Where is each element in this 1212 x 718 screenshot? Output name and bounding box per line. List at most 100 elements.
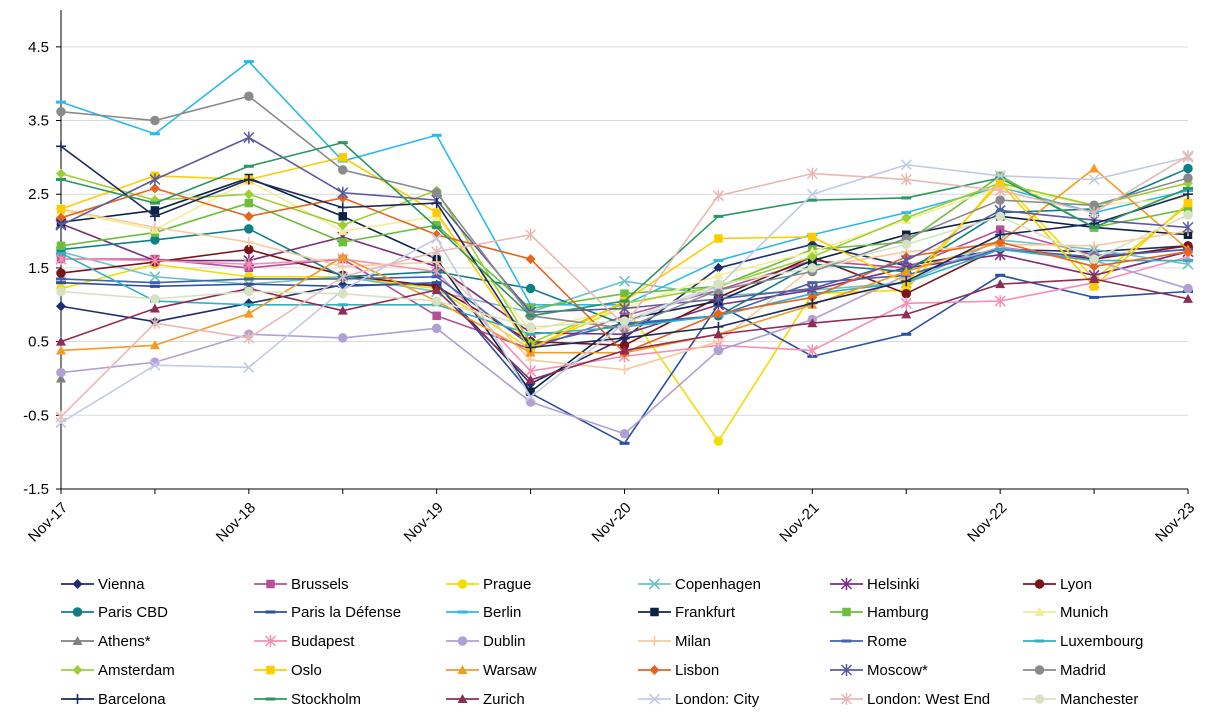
data-point: [807, 251, 818, 262]
data-point: [1183, 198, 1193, 208]
data-point: [619, 364, 630, 375]
data-point: [995, 176, 1006, 180]
y-tick-label: -0.5: [23, 407, 49, 424]
legend-item: Munich: [1023, 604, 1108, 621]
data-point: [619, 441, 630, 445]
data-point: [55, 219, 67, 232]
data-point: [840, 664, 853, 676]
legend-item: Rome: [830, 633, 907, 650]
data-point: [56, 100, 66, 104]
data-point: [243, 174, 254, 185]
data-point: [618, 275, 631, 287]
data-point: [431, 225, 442, 229]
legend-label: Luxembourg: [1060, 633, 1143, 650]
data-point: [1183, 293, 1193, 303]
data-point: [56, 141, 66, 152]
legend-label: Amsterdam: [98, 662, 175, 679]
data-point: [995, 273, 1006, 277]
legend-item: Warsaw: [446, 662, 537, 679]
data-point: [149, 281, 160, 285]
data-point: [244, 91, 254, 101]
data-point: [56, 345, 66, 355]
data-point: [338, 333, 348, 343]
data-point: [337, 270, 349, 283]
data-point: [431, 285, 442, 295]
data-point: [619, 345, 630, 355]
data-point: [431, 188, 442, 198]
data-point: [243, 237, 254, 248]
data-point: [457, 636, 468, 646]
data-point: [1183, 204, 1193, 214]
data-point: [525, 254, 536, 265]
legend-label: Barcelona: [98, 691, 166, 708]
data-point: [808, 232, 817, 242]
data-point: [901, 211, 912, 215]
data-point: [150, 235, 160, 245]
data-point: [337, 251, 348, 261]
data-point: [1034, 579, 1045, 589]
legend-label: Manchester: [1060, 691, 1138, 708]
data-point: [619, 316, 630, 326]
data-point: [1089, 254, 1099, 264]
legend-label: Milan: [675, 633, 711, 650]
data-point: [900, 254, 912, 267]
legend-label: London: West End: [867, 691, 990, 708]
data-point: [243, 258, 255, 271]
data-point: [525, 283, 536, 294]
data-point: [842, 607, 851, 617]
data-point: [338, 288, 348, 299]
legend-label: Madrid: [1060, 662, 1106, 679]
data-point: [1034, 607, 1045, 616]
data-point: [901, 288, 911, 299]
data-point: [56, 367, 66, 378]
legend-item: Lyon: [1023, 576, 1092, 593]
data-point: [149, 317, 161, 330]
data-point: [56, 277, 66, 281]
legend-item: Paris la Défense: [254, 604, 401, 621]
data-point: [457, 665, 468, 674]
series-lines: [55, 60, 1194, 446]
data-point: [1183, 186, 1193, 190]
data-point: [649, 636, 660, 646]
data-point: [525, 314, 536, 318]
data-point: [1183, 246, 1193, 257]
data-point: [243, 189, 254, 200]
y-tick-label: 4.5: [28, 39, 49, 56]
data-point: [995, 229, 1006, 240]
legend-item: Prague: [446, 576, 531, 593]
data-point: [619, 340, 630, 351]
data-point: [619, 428, 630, 439]
data-point: [994, 295, 1006, 308]
data-point: [431, 323, 442, 334]
data-point: [994, 170, 1006, 182]
legend-item: London: West End: [830, 691, 990, 708]
data-point: [149, 284, 160, 288]
legend-item: Dublin: [446, 633, 526, 650]
data-point: [431, 257, 442, 268]
legend-label: Dublin: [483, 633, 526, 650]
legend-label: Paris la Défense: [291, 604, 401, 621]
x-tick-label: Nov-21: [776, 499, 822, 545]
data-point: [55, 410, 67, 423]
data-point: [244, 224, 254, 234]
data-point: [995, 279, 1006, 289]
data-point: [149, 201, 160, 205]
data-point: [72, 665, 83, 675]
data-point: [56, 106, 66, 117]
legend-label: Rome: [867, 633, 907, 650]
data-point: [243, 303, 254, 307]
data-point: [995, 178, 1005, 188]
data-point: [619, 332, 630, 343]
legend-item: Frankfurt: [638, 604, 736, 621]
data-point: [650, 607, 659, 617]
data-point: [525, 228, 537, 241]
series-berlin: [56, 60, 1193, 307]
series-athens: [56, 373, 66, 383]
data-point: [994, 184, 1006, 197]
data-point: [432, 208, 441, 217]
data-point: [243, 331, 255, 344]
legend-label: Brussels: [291, 576, 349, 593]
x-tick-label: Nov-22: [964, 499, 1010, 545]
data-point: [901, 309, 912, 319]
